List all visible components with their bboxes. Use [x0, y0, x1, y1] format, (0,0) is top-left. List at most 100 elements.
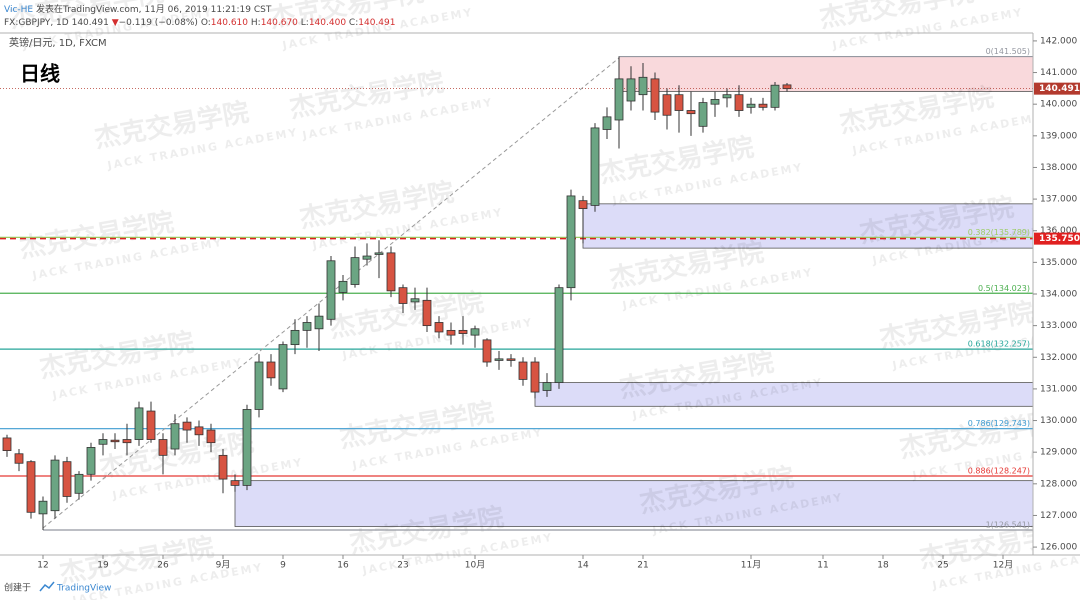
legend: 英镑/日元, 1D, FXCM [9, 36, 107, 49]
candle-body [530, 361, 540, 393]
x-tick-label: 21 [637, 561, 648, 571]
candle-body [638, 76, 648, 96]
y-tick-label: 141.000 [1040, 68, 1077, 78]
candle-body [542, 382, 552, 391]
candle-body [134, 407, 144, 440]
candle-body [566, 195, 576, 289]
candle-body [506, 358, 516, 361]
fib-label: 0.5(134.023) [978, 284, 1030, 293]
candle-body [602, 116, 612, 130]
y-tick-label: 140.000 [1040, 100, 1077, 110]
candle-body [350, 257, 360, 285]
candle-body [14, 453, 24, 464]
c-value: 140.491 [358, 18, 395, 28]
c-label: C: [349, 18, 358, 28]
zone [618, 56, 1034, 92]
candle-body [626, 78, 636, 102]
y-tick-label: 128.000 [1040, 479, 1077, 489]
y-tick-label: 136.000 [1040, 226, 1077, 236]
y-tick-label: 137.000 [1040, 195, 1077, 205]
y-tick-label: 132.000 [1040, 353, 1077, 363]
footer-brand: TradingView [56, 584, 111, 594]
candle-body [494, 358, 504, 361]
candle-body [314, 315, 324, 330]
price-tag [1034, 82, 1080, 95]
h-value: 140.670 [261, 18, 298, 28]
y-tick-label: 130.000 [1040, 416, 1077, 426]
symbol: FX:GBPJPY, 1D [4, 18, 69, 28]
fib-label: 0.886(128.247) [968, 467, 1030, 476]
x-tick-label: 10月 [465, 560, 485, 571]
price-tag [1034, 232, 1080, 245]
fib-label: 0.786(129.743) [968, 419, 1030, 428]
candle-body [290, 329, 300, 346]
candle-body [362, 255, 372, 260]
plot: 0(141.505) 0.382(135.789) 0.5(134.023) 0.61… [0, 47, 1033, 531]
o-value: 140.610 [211, 18, 248, 28]
fib-label: 0.382(135.789) [968, 228, 1030, 237]
candle-body [86, 447, 96, 475]
candle-body [218, 454, 228, 480]
candle-body [614, 78, 624, 121]
published: 发表在TradingView.com, 11月 06, 2019 11:21:1… [36, 3, 272, 15]
arrow: ▼ [112, 18, 119, 28]
candle-body [206, 429, 216, 444]
candle-body [98, 439, 108, 445]
candle-body [590, 127, 600, 206]
x-tick-label: 11 [817, 561, 828, 571]
candle-body [746, 103, 756, 108]
last: 140.491 [72, 18, 109, 28]
candle-body [518, 361, 528, 380]
zones [234, 56, 1034, 527]
candle-body [266, 361, 276, 379]
candle-body [782, 84, 792, 90]
x-tick-label: 23 [397, 561, 408, 571]
y-tick-label: 131.000 [1040, 384, 1077, 394]
candle-body [182, 421, 192, 431]
candle-body [734, 94, 744, 111]
y-tick-label: 135.000 [1040, 258, 1077, 268]
axes: 126.000 127.000 128.000 129.000 130.000 131.0… [37, 36, 1080, 571]
candle-body [686, 110, 696, 115]
candle-body [374, 252, 384, 255]
author: Vic-HE [4, 5, 33, 15]
candle-body [446, 329, 456, 336]
candle-body [242, 409, 252, 486]
candle-body [338, 280, 348, 293]
candle-body [50, 459, 60, 512]
candle-body [122, 439, 132, 444]
candle-body [302, 322, 312, 331]
candle-body [482, 339, 492, 363]
x-tick-label: 9 [280, 561, 286, 571]
zone [234, 480, 1034, 527]
fib-label: 1(126.541) [986, 520, 1030, 529]
candle-body [674, 94, 684, 111]
candle-body [398, 287, 408, 304]
price-axis-bg [1033, 33, 1080, 555]
candle-body [74, 473, 84, 494]
x-tick-label: 19 [97, 561, 109, 571]
candle-body [434, 322, 444, 333]
change: −0.119 (−0.08%) [119, 18, 198, 28]
y-tick-label: 133.000 [1040, 321, 1077, 331]
y-tick-label: 126.000 [1040, 543, 1077, 553]
candles [2, 56, 792, 530]
fib-label: 0.618(132.257) [968, 340, 1030, 349]
header-line2: FX:GBPJPY, 1D 140.491 ▼−0.119 (−0.08%) O… [4, 18, 395, 28]
x-tick-label: 9月 [216, 560, 231, 571]
header-line1: Vic-HE 发表在TradingView.com, 11月 06, 2019 … [4, 3, 272, 15]
footer-prefix: 创建于 [4, 582, 31, 594]
candle-body [254, 361, 264, 410]
candle-body [422, 299, 432, 327]
candle-body [410, 298, 420, 303]
l-value: 140.400 [309, 18, 346, 28]
y-tick-label: 134.000 [1040, 290, 1077, 300]
y-tick-label: 127.000 [1040, 511, 1077, 521]
candle-body [170, 423, 180, 450]
candle-body [230, 480, 240, 486]
candle-body [26, 461, 36, 513]
candle-body [662, 94, 672, 116]
annotation: 日线 [20, 62, 60, 86]
zone [582, 203, 1034, 249]
